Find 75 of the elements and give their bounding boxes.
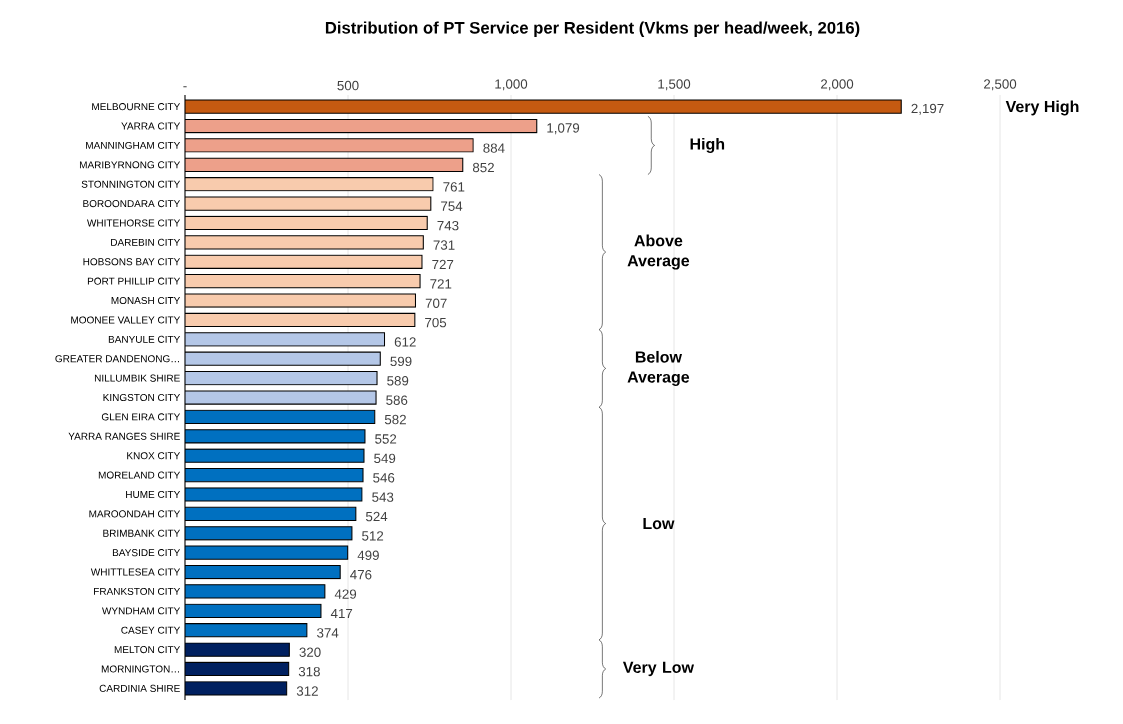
y-tick-label: WHITEHORSE CITY bbox=[87, 219, 181, 227]
x-tick-label: 2,000 bbox=[821, 79, 854, 91]
y-tick-label: MELBOURNE CITY bbox=[92, 103, 181, 111]
data-label: 546 bbox=[373, 473, 395, 483]
text: Very High bbox=[1005, 100, 1079, 116]
data-label: 599 bbox=[390, 356, 412, 367]
y-tick-label: YARRA CITY bbox=[121, 122, 181, 130]
y-tick-label: DAREBIN CITY bbox=[111, 238, 181, 246]
y-tick-label: MONASH CITY bbox=[111, 297, 181, 305]
x-tick-label: - bbox=[183, 86, 187, 88]
y-tick-label: MAROONDAH CITY bbox=[89, 510, 181, 518]
data-label: 320 bbox=[299, 647, 321, 657]
x-tick-label: 1,500 bbox=[658, 79, 691, 91]
data-label: 589 bbox=[387, 376, 409, 386]
y-tick-label: BAYSIDE CITY bbox=[112, 549, 181, 557]
y-tick-label: CARDINIA SHIRE bbox=[99, 684, 180, 692]
data-label: 499 bbox=[357, 550, 379, 561]
annotation: Below Average bbox=[627, 350, 690, 386]
y-tick-label: BOROONDARA CITY bbox=[83, 200, 181, 208]
data-label: 2,197 bbox=[911, 103, 944, 115]
data-label: 707 bbox=[425, 298, 447, 308]
y-tick-label: KINGSTON CITY bbox=[103, 393, 181, 402]
y-tick-label: BRIMBANK CITY bbox=[103, 529, 181, 537]
data-label: 727 bbox=[432, 259, 454, 270]
y-tick-label: MELTON CITY bbox=[114, 646, 181, 654]
data-label: 731 bbox=[433, 240, 455, 250]
y-tick-label: CASEY CITY bbox=[121, 626, 181, 634]
chart-title: Distribution of PT Service per Resident (Vkms per head/week, 2016) bbox=[325, 21, 860, 37]
data-label: 1,079 bbox=[547, 123, 580, 135]
data-label: 884 bbox=[483, 143, 505, 153]
annotation: Very Low bbox=[622, 661, 695, 677]
data-label: 312 bbox=[296, 686, 318, 696]
y-tick-label: PORT PHILLIP CITY bbox=[87, 277, 181, 285]
y-tick-label: HOBSONS BAY CITY bbox=[83, 258, 181, 266]
annotation: High bbox=[690, 137, 725, 153]
data-label: 374 bbox=[317, 628, 339, 638]
data-label: 586 bbox=[386, 395, 408, 405]
y-tick-label: KNOX CITY bbox=[127, 452, 181, 460]
y-tick-label: GREATER DANDENONG… bbox=[55, 355, 179, 363]
y-tick-label: NILLUMBIK SHIRE bbox=[94, 374, 180, 382]
data-label: 852 bbox=[472, 162, 494, 173]
y-tick-label: STONNINGTON CITY bbox=[81, 180, 181, 188]
data-label: 318 bbox=[298, 666, 320, 677]
data-label: 417 bbox=[330, 608, 353, 619]
data-label: 543 bbox=[372, 492, 394, 502]
annotation: Low bbox=[643, 517, 675, 530]
data-label: 582 bbox=[384, 414, 406, 425]
data-label: 721 bbox=[430, 279, 452, 289]
y-tick-label: MORNINGTON… bbox=[101, 665, 179, 673]
y-tick-label: MOONEE VALLEY CITY bbox=[71, 316, 181, 324]
y-tick-label: WYNDHAM CITY bbox=[102, 607, 181, 615]
x-tick-label: 1,000 bbox=[495, 79, 528, 91]
data-label: 552 bbox=[375, 434, 397, 444]
annotation: Above Average bbox=[627, 234, 690, 270]
data-label: 549 bbox=[374, 453, 396, 464]
data-label: 524 bbox=[365, 511, 388, 522]
data-label: 743 bbox=[437, 220, 459, 231]
y-tick-label: YARRA RANGES SHIRE bbox=[68, 432, 180, 440]
x-tick-label: 2,500 bbox=[984, 79, 1017, 91]
data-label: 761 bbox=[443, 182, 465, 192]
data-label: 476 bbox=[350, 569, 372, 580]
y-tick-label: WHITTLESEA CITY bbox=[90, 568, 181, 576]
y-tick-label: MANNINGHAM CITY bbox=[86, 141, 181, 149]
y-tick-label: MORELAND CITY bbox=[98, 471, 181, 479]
data-label: 705 bbox=[425, 317, 447, 328]
data-label: 429 bbox=[334, 589, 357, 599]
y-tick-label: BANYULE CITY bbox=[108, 335, 181, 343]
data-label: 612 bbox=[394, 337, 416, 347]
data-label: 754 bbox=[441, 201, 463, 211]
y-tick-label: MARIBYRNONG CITY bbox=[79, 161, 181, 169]
y-tick-label: HUME CITY bbox=[126, 490, 181, 499]
data-label: 512 bbox=[362, 531, 384, 541]
y-tick-label: FRANKSTON CITY bbox=[94, 587, 181, 595]
x-tick-label: 500 bbox=[337, 80, 359, 91]
y-tick-label: GLEN EIRA CITY bbox=[101, 413, 181, 421]
